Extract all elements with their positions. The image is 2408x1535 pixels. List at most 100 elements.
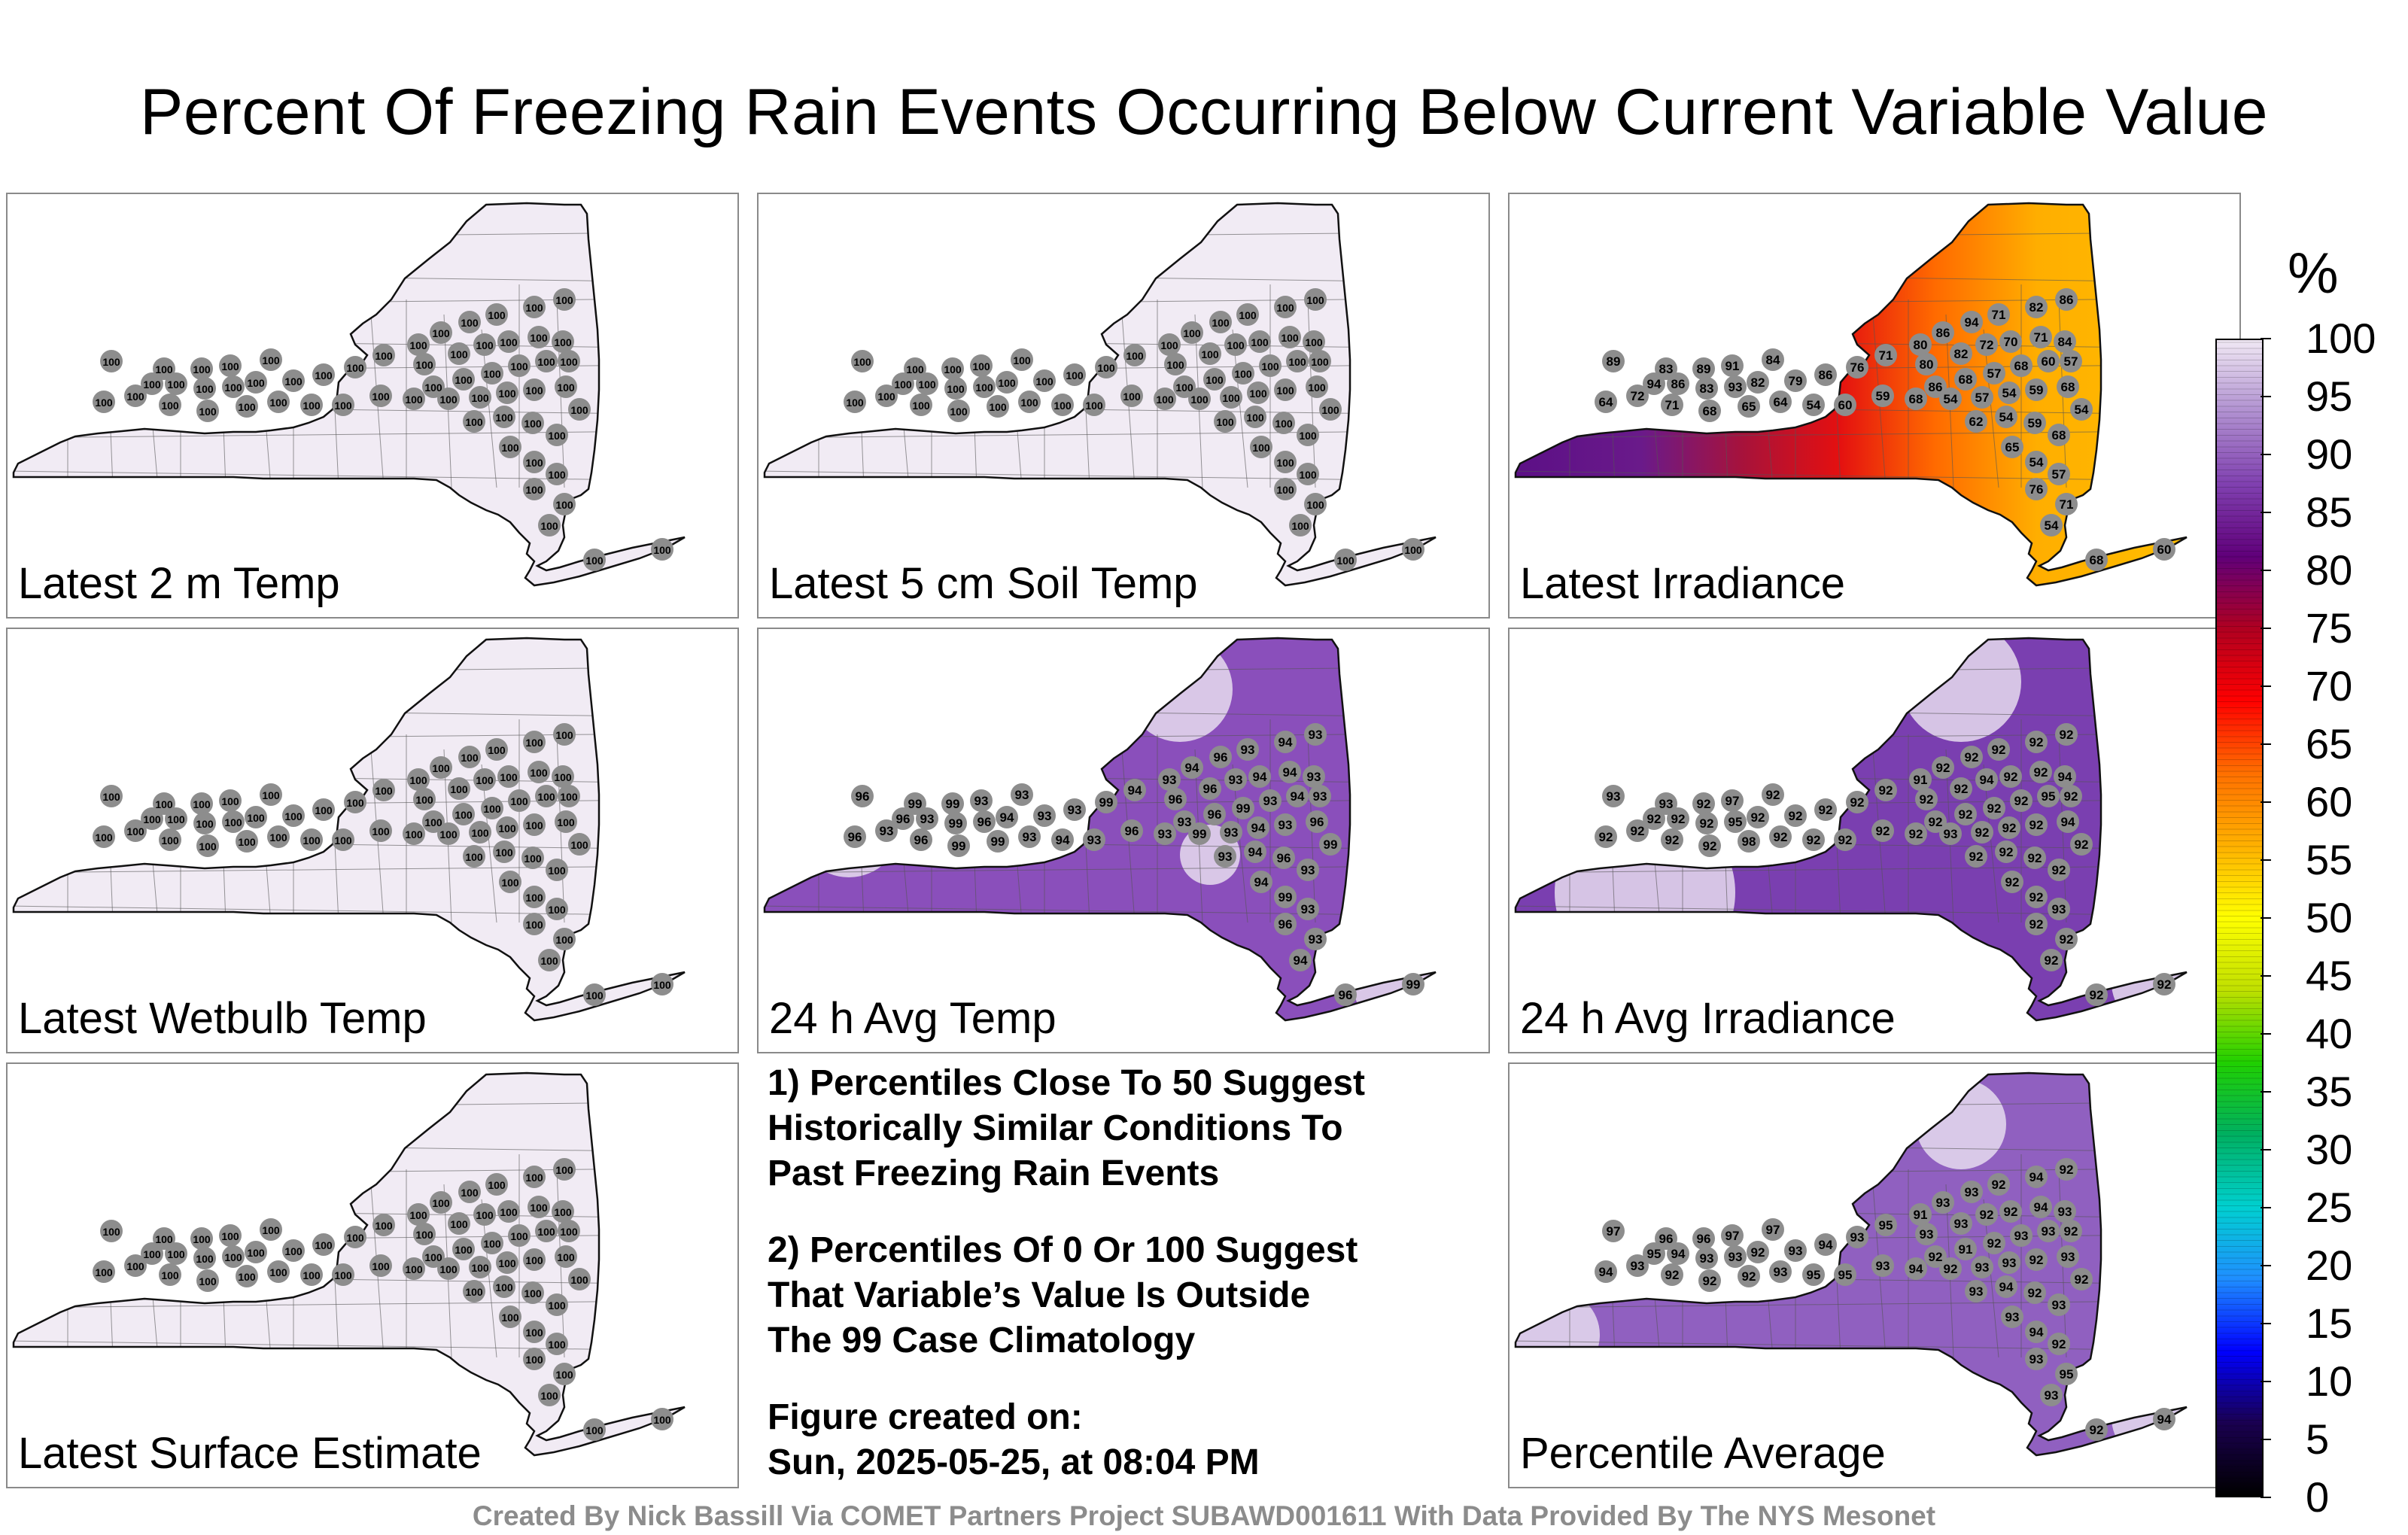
station-marker: 100 [555, 375, 577, 398]
station-value: 100 [303, 1269, 321, 1281]
station-value: 93 [1015, 788, 1029, 802]
station-marker: 100 [1018, 391, 1041, 413]
station-marker: 100 [245, 1241, 267, 1263]
station-value: 100 [501, 442, 519, 454]
station-value: 100 [530, 332, 548, 344]
station-value: 100 [1054, 400, 1072, 412]
station-dot [1304, 928, 1327, 950]
station-marker: 100 [523, 378, 546, 401]
station-marker: 100 [568, 1268, 591, 1290]
station-marker: 92 [2153, 973, 2175, 995]
map-fill [765, 203, 1436, 585]
station-marker: 95 [1834, 1263, 1856, 1286]
station-marker: 92 [1975, 1203, 1998, 1226]
station-dot [236, 395, 258, 418]
station-value: 93 [1607, 789, 1621, 804]
station-dot [1721, 354, 1744, 377]
station-value: 93 [1936, 1196, 1950, 1210]
station-marker: 92 [1874, 779, 1897, 801]
station-dot [1626, 819, 1649, 842]
station-dot [1095, 791, 1117, 813]
station-marker: 93 [1998, 1251, 2020, 1274]
station-marker: 54 [2070, 398, 2093, 421]
station-marker: 84 [1762, 348, 1784, 371]
station-value: 100 [439, 1263, 458, 1275]
colorbar-tick-label: 100 [2306, 315, 2376, 362]
station-marker: 65 [1738, 395, 1760, 418]
station-dot [2048, 1333, 2070, 1355]
station-value: 92 [2060, 932, 2074, 947]
county-border [765, 272, 1436, 284]
station-dot [458, 1181, 481, 1203]
station-dot [1209, 311, 1232, 333]
station-value: 94 [1291, 789, 1305, 804]
station-value: 100 [1239, 309, 1257, 321]
station-marker: 100 [970, 354, 993, 377]
station-value: 100 [853, 356, 871, 368]
station-marker: 100 [437, 1257, 460, 1280]
station-value: 92 [1954, 782, 1969, 796]
station-value: 100 [989, 401, 1007, 413]
station-value: 68 [2061, 380, 2075, 394]
station-marker: 100 [651, 538, 673, 561]
station-value: 68 [1703, 404, 1717, 418]
station-dot [2153, 1408, 2175, 1430]
station-dot [159, 394, 181, 416]
station-value: 83 [1659, 362, 1674, 376]
station-marker: 94 [1814, 1233, 1837, 1256]
station-value: 100 [346, 1232, 364, 1244]
station-dot [851, 350, 874, 372]
station-dot [947, 834, 970, 857]
station-marker: 96 [1203, 803, 1226, 825]
station-marker: 71 [1987, 303, 2010, 326]
county-border [1516, 1141, 2187, 1154]
colorbar-tick-mark [2261, 570, 2271, 571]
station-value: 93 [1218, 850, 1233, 864]
station-value: 92 [2060, 1163, 2074, 1177]
station-dot [523, 886, 546, 908]
station-marker: 100 [1306, 375, 1328, 398]
station-value: 100 [1183, 327, 1201, 339]
station-value: 68 [2052, 428, 2066, 442]
station-dot [403, 1257, 425, 1280]
station-value: 92 [2029, 917, 2044, 932]
station-value: 64 [1599, 395, 1613, 409]
station-dot [422, 375, 445, 398]
station-value: 93 [1969, 1284, 1984, 1299]
station-value: 100 [439, 828, 458, 840]
station-value: 92 [2029, 890, 2044, 904]
station-dot [2025, 1348, 2048, 1370]
station-dot [1915, 788, 1938, 810]
station-marker: 100 [481, 1232, 503, 1254]
station-value: 93 [2052, 902, 2066, 916]
station-value: 100 [1216, 416, 1234, 428]
station-value: 93 [1728, 1250, 1743, 1264]
station-dot [1995, 840, 2017, 863]
station-value: 100 [570, 839, 588, 851]
station-marker: 100 [553, 1363, 576, 1385]
station-marker: 100 [1203, 368, 1226, 391]
station-value: 100 [554, 1206, 572, 1218]
station-marker: 100 [1158, 333, 1181, 356]
station-dot [497, 1200, 520, 1223]
station-marker: 93 [1214, 845, 1236, 868]
station-marker: 100 [552, 1200, 574, 1223]
station-dot [1655, 792, 1677, 815]
station-value: 100 [1281, 332, 1299, 344]
colorbar-tick-mark [2261, 454, 2271, 455]
station-dot [568, 398, 591, 421]
station-dot [973, 810, 996, 833]
station-marker: 100 [312, 798, 335, 821]
colorbar-tick-mark [2261, 859, 2271, 861]
station-value: 100 [424, 381, 442, 394]
station-dot [2025, 296, 2048, 318]
station-marker: 60 [2037, 350, 2060, 372]
station-marker: 100 [1188, 388, 1211, 410]
station-value: 68 [1909, 392, 1923, 406]
station-dot [1661, 828, 1683, 851]
station-dot [473, 1203, 496, 1226]
station-marker: 96 [1120, 819, 1143, 842]
station-dot [1181, 756, 1203, 779]
station-value: 100 [525, 1254, 543, 1266]
station-value: 100 [126, 1260, 144, 1272]
